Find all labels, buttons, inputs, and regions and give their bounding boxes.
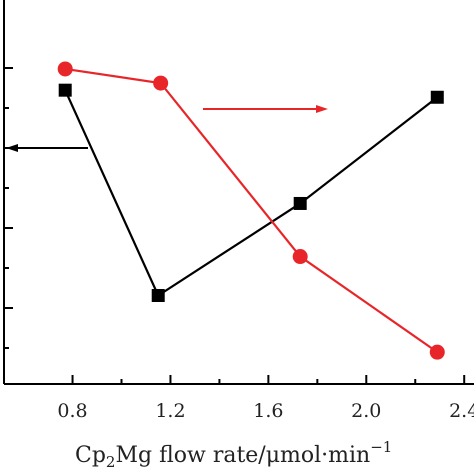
series-layer [57, 61, 445, 360]
plot-area [3, 0, 474, 385]
red-series-point [292, 249, 308, 265]
right-arrow-head [316, 105, 328, 113]
x-tick-label: 2.0 [351, 400, 381, 422]
annotations [6, 105, 328, 152]
black-series-point [293, 196, 307, 210]
x-tick-label: 1.2 [155, 400, 185, 422]
x-axis-title: Cp2Mg flow rate/μmol·min−1 [75, 438, 392, 471]
red-series-line [65, 67, 438, 354]
x-axis-title-superscript: −1 [370, 438, 392, 456]
red-series-point [429, 344, 445, 360]
x-tick-label: 2.4 [449, 400, 474, 422]
red-series-point [57, 61, 73, 77]
red-series-point [153, 75, 169, 91]
black-series-point [58, 83, 72, 97]
x-tick-label: 0.8 [57, 400, 87, 422]
black-series-point [430, 90, 444, 104]
black-series-point [151, 289, 165, 302]
y-ticks [4, 67, 13, 349]
x-tick-label: 1.6 [253, 400, 283, 422]
x-axis-title-prefix: Cp [75, 443, 106, 468]
x-axis-title-main: Mg flow rate/μmol·min [115, 443, 370, 468]
x-axis-title-subscript: 2 [106, 453, 116, 471]
x-ticks [71, 375, 466, 384]
black-series-line [64, 89, 438, 298]
left-arrow-head [6, 144, 18, 152]
x-tick-labels: 0.8 1.2 1.6 2.0 2.4 [57, 400, 474, 422]
